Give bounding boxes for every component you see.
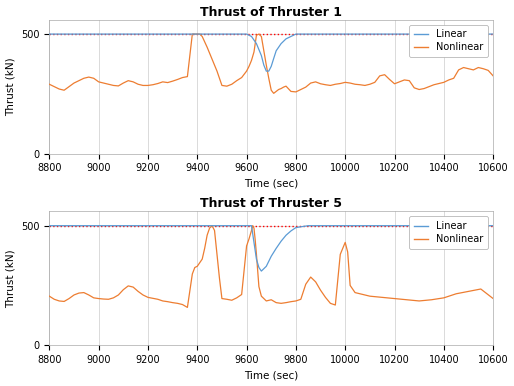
Y-axis label: Thrust (kN): Thrust (kN) bbox=[6, 58, 15, 116]
Title: Thrust of Thruster 5: Thrust of Thruster 5 bbox=[200, 197, 342, 210]
Legend: Linear, Nonlinear: Linear, Nonlinear bbox=[409, 25, 488, 57]
Title: Thrust of Thruster 1: Thrust of Thruster 1 bbox=[200, 5, 342, 19]
X-axis label: Time (sec): Time (sec) bbox=[244, 179, 298, 189]
Legend: Linear, Nonlinear: Linear, Nonlinear bbox=[409, 216, 488, 249]
Y-axis label: Thrust (kN): Thrust (kN) bbox=[6, 249, 15, 308]
X-axis label: Time (sec): Time (sec) bbox=[244, 371, 298, 381]
